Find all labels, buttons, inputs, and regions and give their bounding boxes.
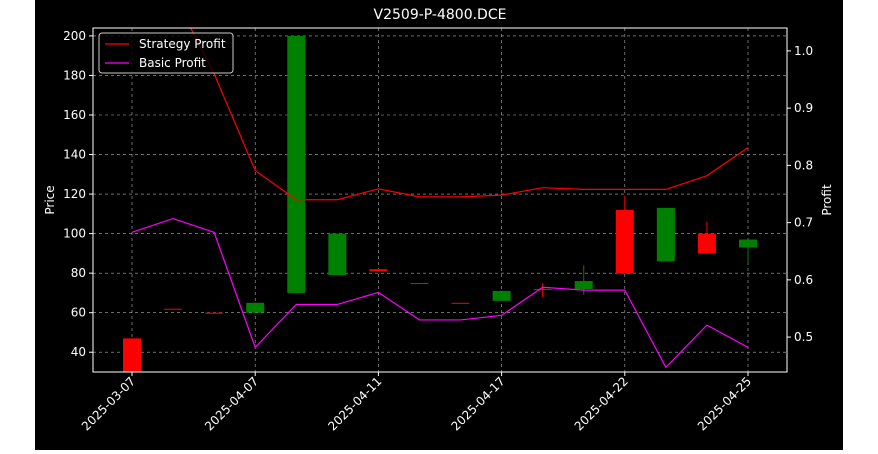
profit-line [131, 217, 749, 369]
candle-body [123, 338, 141, 372]
candle-body [451, 302, 470, 304]
y-tick-label: 180 [63, 68, 86, 82]
candle-body [287, 35, 306, 293]
y2-axis-label: Profit [820, 184, 834, 216]
candle-body [410, 283, 429, 285]
y2-tick-label: 1.0 [794, 44, 813, 58]
candle-body [656, 207, 675, 262]
plot-frame [92, 27, 788, 373]
candle-body [574, 281, 593, 289]
candle-body [328, 233, 347, 276]
y-tick-label: 60 [71, 306, 86, 320]
y2-tick-label: 0.6 [794, 273, 813, 287]
y-tick-label: 160 [63, 108, 86, 122]
y-tick-label: 140 [63, 148, 86, 162]
legend-label: Strategy Profit [139, 37, 226, 51]
legend-label: Basic Profit [139, 56, 206, 70]
candle-body [739, 239, 757, 248]
y-tick-label: 80 [71, 266, 86, 280]
y-axis-label: Price [43, 185, 57, 214]
candle-body [533, 288, 552, 290]
y-tick-label: 120 [63, 187, 86, 201]
candle-body [164, 308, 183, 310]
figure-background [35, 0, 843, 450]
chart-title: V2509-P-4800.DCE [374, 7, 507, 23]
y2-tick-label: 0.9 [794, 101, 813, 115]
candle-body [492, 290, 511, 301]
y2-tick-label: 0.5 [794, 330, 813, 344]
candle-body [369, 269, 388, 272]
y-tick-label: 100 [63, 227, 86, 241]
candle-body [615, 209, 634, 274]
y2-tick-label: 0.7 [794, 216, 813, 230]
candle-body [205, 312, 224, 314]
y-tick-label: 200 [63, 29, 86, 43]
legend-box [98, 32, 234, 74]
plot-area [123, 28, 757, 372]
profit-line [189, 28, 749, 201]
candle-body [697, 233, 716, 254]
y-tick-label: 40 [71, 345, 86, 359]
candle-body [246, 302, 265, 313]
y2-tick-label: 0.8 [794, 158, 813, 172]
